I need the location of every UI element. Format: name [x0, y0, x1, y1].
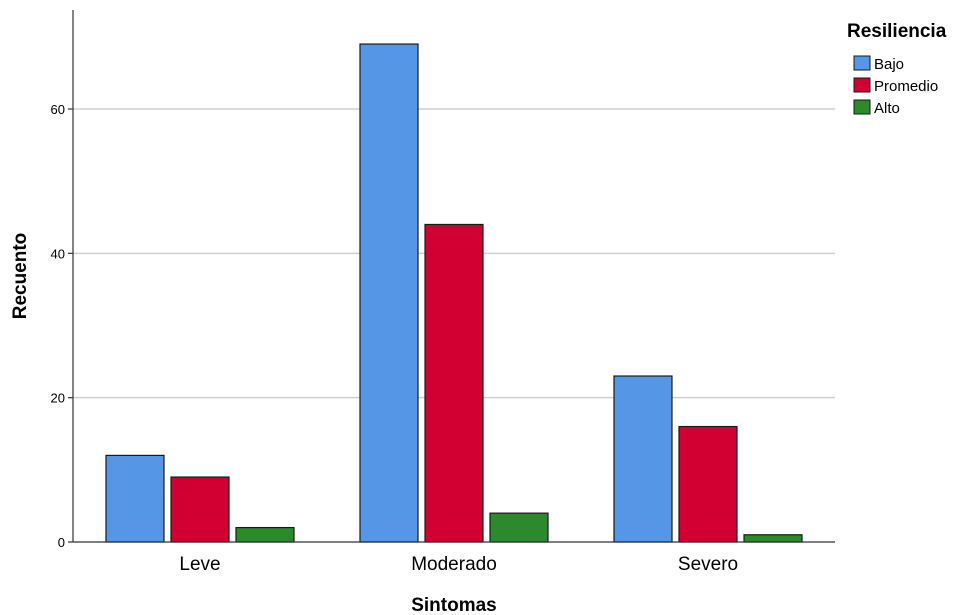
- legend-swatch-promedio: [853, 77, 871, 93]
- x-tick-label: Moderado: [411, 554, 497, 575]
- y-tick-labels: 0 20 40 60: [51, 102, 65, 550]
- legend-items: Bajo Promedio Alto: [853, 55, 938, 117]
- bar-bajo-severo: [613, 375, 673, 543]
- x-tick-label: Leve: [179, 554, 220, 575]
- bar-bajo-moderado: [359, 43, 419, 543]
- legend-label-alto: Alto: [874, 100, 900, 117]
- bar-promedio-moderado: [424, 223, 484, 543]
- bar-promedio-severo: [678, 425, 738, 543]
- bar-alto-leve: [235, 526, 295, 543]
- legend: Resiliencia Bajo Promedio Alto: [847, 21, 947, 117]
- legend-title: Resiliencia: [847, 21, 947, 42]
- x-tick-labels: Leve Moderado Severo: [179, 554, 738, 575]
- y-tick-label: 60: [51, 102, 65, 117]
- y-tick-label: 40: [51, 246, 65, 261]
- bar-promedio-leve: [170, 476, 230, 543]
- bar-alto-severo: [743, 534, 803, 543]
- x-tick-label: Severo: [678, 554, 738, 575]
- legend-swatch-bajo: [853, 55, 871, 71]
- y-axis-title: Recuento: [10, 233, 31, 320]
- legend-label-bajo: Bajo: [874, 56, 904, 73]
- y-tick-label: 0: [58, 535, 65, 550]
- y-tick-label: 20: [51, 391, 65, 406]
- axes-group: [68, 10, 835, 543]
- bars-group: [105, 43, 803, 543]
- legend-swatch-alto: [853, 99, 871, 115]
- x-axis-title: Sintomas: [411, 595, 497, 615]
- bar-bajo-leve: [105, 454, 165, 543]
- legend-label-promedio: Promedio: [874, 78, 938, 95]
- bar-alto-moderado: [489, 512, 549, 543]
